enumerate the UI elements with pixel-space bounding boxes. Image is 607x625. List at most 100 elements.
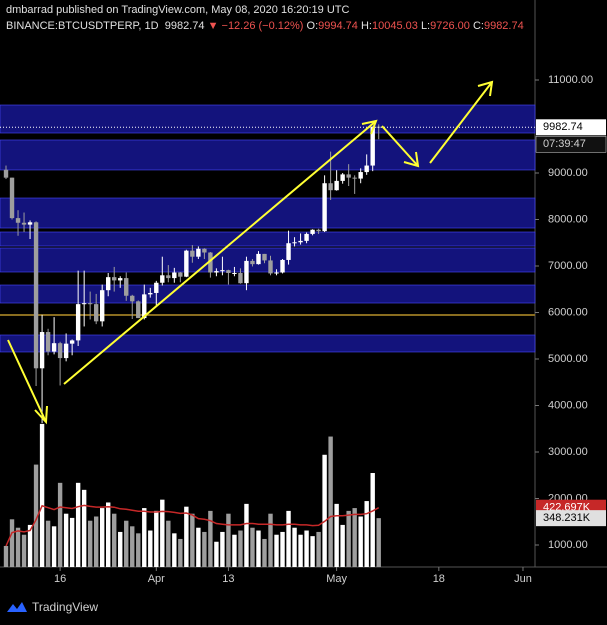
volume-bar — [9, 519, 15, 567]
candle-body — [274, 272, 279, 274]
volume-bar — [15, 527, 21, 567]
candle-body — [87, 303, 93, 305]
volume-bar — [39, 423, 45, 567]
volume-bar — [268, 513, 273, 567]
candle-body — [45, 332, 51, 352]
candle-body — [316, 229, 321, 232]
high: 10045.03 — [371, 20, 418, 32]
zone — [0, 334, 536, 353]
volume-bar — [154, 510, 159, 567]
volume-bar — [286, 510, 291, 567]
arrow — [7, 339, 47, 423]
candle-body — [57, 343, 63, 359]
last-price-label: 9982.74 — [543, 121, 583, 133]
candle-body — [286, 243, 291, 260]
volume-bar — [298, 534, 303, 567]
volume-bar — [190, 513, 195, 567]
x-tick-label: Apr — [148, 573, 165, 585]
volume-bar — [352, 508, 357, 567]
candle-body — [178, 272, 183, 277]
candle-body — [346, 174, 351, 178]
candle-body — [136, 301, 141, 319]
volume-bar — [93, 516, 99, 567]
volume-bar — [87, 520, 93, 567]
candle-body — [292, 242, 297, 244]
candle-body — [358, 172, 363, 179]
y-tick-label: 4000.00 — [548, 399, 588, 411]
volume-bar — [214, 541, 219, 567]
volume-bar — [136, 533, 141, 567]
candle-body — [280, 259, 285, 273]
volume-box — [536, 510, 606, 527]
candle-body — [328, 183, 333, 191]
volume-bar — [376, 518, 381, 567]
candle-body — [93, 304, 99, 322]
candle-body — [202, 248, 207, 253]
candle-body — [63, 343, 69, 359]
volume-bar — [208, 510, 213, 567]
arrow — [429, 81, 493, 164]
volume-bar — [160, 499, 165, 567]
x-tick-label: 13 — [222, 573, 234, 585]
volume-bar — [256, 530, 261, 567]
close: 9982.74 — [483, 20, 524, 32]
y-tick-label: 5000.00 — [548, 353, 588, 365]
candle-body — [208, 252, 213, 273]
x-tick-label: May — [326, 573, 347, 585]
candle-body — [352, 177, 357, 179]
drawings — [7, 80, 494, 425]
candle-body — [220, 270, 225, 272]
candle-body — [148, 292, 153, 295]
low-label: L: — [420, 20, 431, 32]
candle-body — [9, 177, 15, 219]
candle-body — [334, 180, 339, 191]
close-label: C: — [472, 20, 484, 32]
volume-bar — [370, 473, 375, 567]
volume-bar — [75, 482, 81, 567]
volume-bar — [292, 527, 297, 567]
volume-bar — [340, 524, 345, 567]
candle-body — [250, 260, 255, 265]
volume-bar — [57, 482, 63, 567]
candle-body — [172, 272, 177, 279]
volume-bar — [238, 530, 243, 567]
candle-body — [268, 260, 273, 274]
volume-ma — [5, 504, 380, 547]
candle-body — [33, 222, 39, 369]
volume-bar — [178, 538, 183, 567]
volume-bar — [130, 526, 135, 567]
symbol: BINANCE:BTCUSDTPERP, 1D — [6, 20, 159, 32]
volume-bar — [346, 510, 351, 567]
zone — [0, 104, 536, 134]
plot: 1000.002000.003000.004000.005000.006000.… — [0, 0, 607, 585]
y-tick-label: 7000.00 — [548, 260, 588, 272]
arrow — [63, 120, 377, 385]
volume-bar — [304, 530, 309, 567]
countdown: 07:39:47 — [543, 138, 586, 150]
volume-label: 348.231K — [543, 512, 591, 524]
candle-body — [322, 183, 327, 232]
candle-body — [166, 275, 171, 279]
volume-bar — [310, 536, 315, 567]
volume-bar — [118, 531, 123, 567]
volume-bar — [232, 534, 237, 567]
candle-body — [130, 295, 135, 302]
zone — [0, 284, 536, 304]
volume-bar — [148, 530, 153, 567]
candle-body — [214, 271, 219, 273]
candle-body — [196, 248, 201, 257]
volume-bar — [27, 524, 33, 567]
candle-body — [142, 294, 147, 319]
candle-body — [69, 340, 75, 344]
quote-line: BINANCE:BTCUSDTPERP, 1D 9982.74 ▼ −12.26… — [6, 18, 524, 34]
volume-bar — [202, 531, 207, 567]
volume-bar — [166, 520, 171, 567]
y-tick-label: 6000.00 — [548, 306, 588, 318]
candle-body — [51, 343, 57, 352]
header: dmbarrad published on TradingView.com, M… — [6, 2, 524, 34]
volume-bar — [220, 531, 225, 567]
candle-body — [184, 250, 189, 277]
candle-body — [190, 250, 195, 257]
